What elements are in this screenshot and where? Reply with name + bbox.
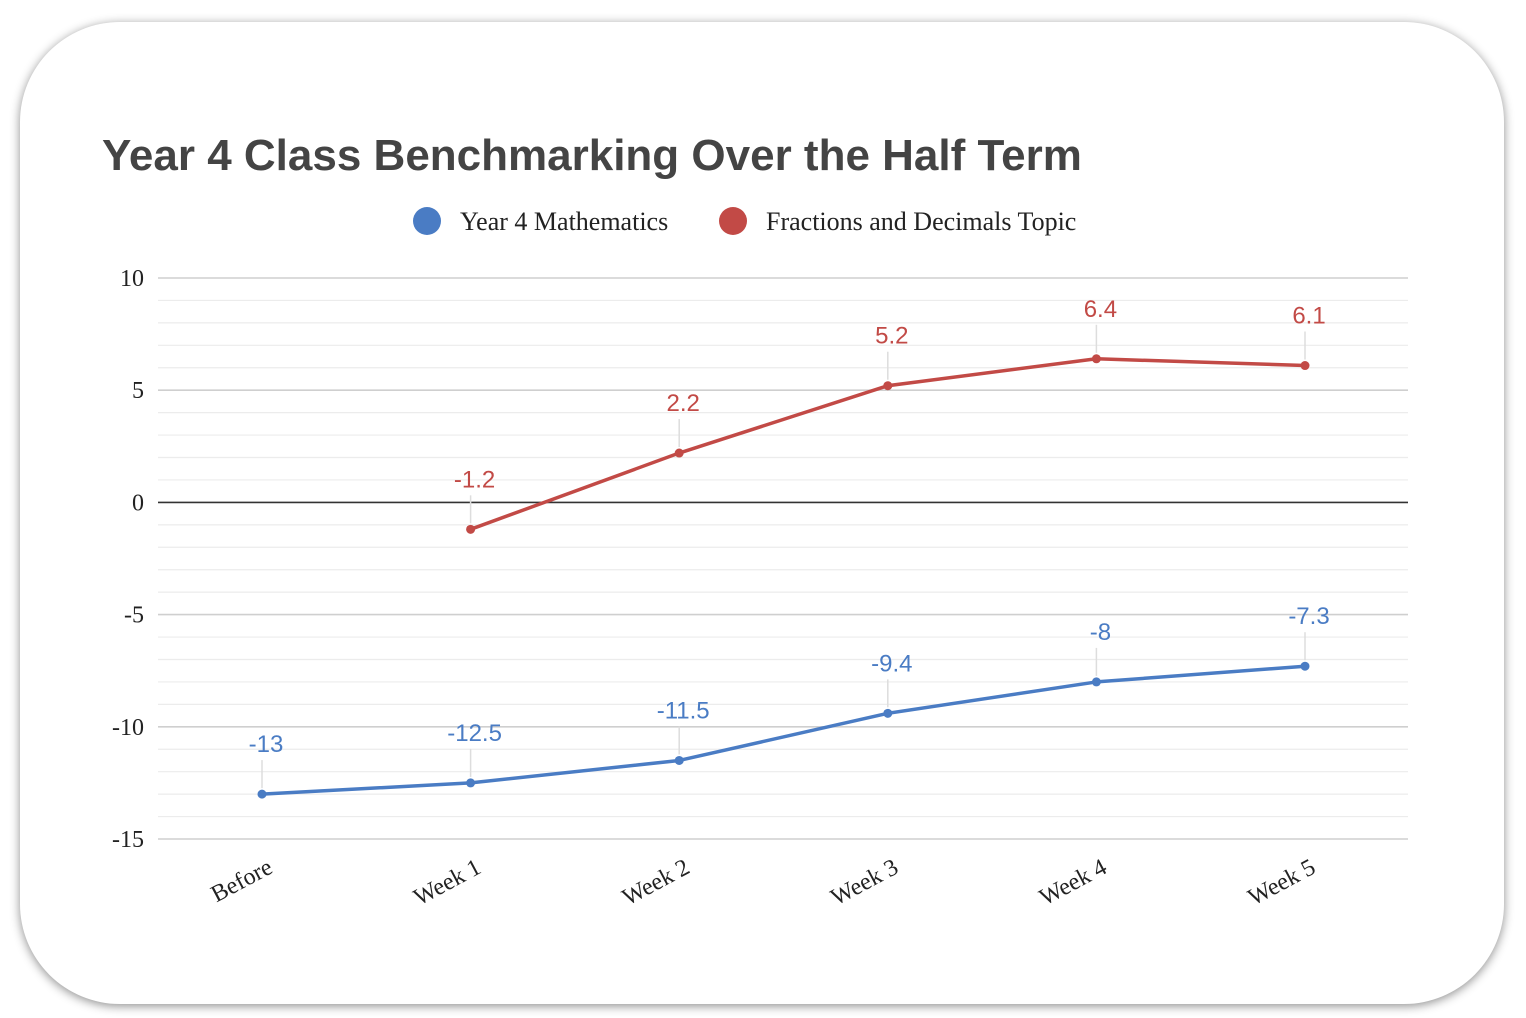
data-point — [466, 524, 476, 534]
legend: Year 4 Mathematics Fractions and Decimal… — [413, 207, 1076, 236]
data-point — [257, 789, 267, 799]
y-tick-label: -10 — [112, 715, 144, 741]
x-tick-label: Week 1 — [410, 854, 486, 911]
x-tick-label: Week 2 — [618, 854, 694, 911]
data-point — [1300, 361, 1310, 371]
series-group: -13 -12.5 -11.5 -9.4 -8 -7.3 -1.2 2.2 5.2 6.4 6.1 — [249, 296, 1330, 799]
chart-card — [20, 22, 1504, 1004]
series-line — [261, 664, 1306, 796]
data-point — [1300, 661, 1310, 671]
data-point — [883, 381, 893, 391]
y-tick-label: -5 — [124, 603, 144, 629]
data-point — [1091, 677, 1101, 687]
data-point — [883, 708, 893, 718]
series-1: -1.2 2.2 5.2 6.4 6.1 — [454, 296, 1326, 534]
x-tick-label: Before — [207, 854, 277, 908]
data-label: 6.4 — [1084, 296, 1117, 323]
y-tick-label: 5 — [132, 378, 144, 404]
x-tick-label: Week 3 — [827, 854, 903, 911]
legend-marker-fractions — [719, 207, 747, 235]
data-label: 6.1 — [1292, 303, 1325, 330]
data-point — [466, 778, 476, 788]
data-point — [674, 755, 684, 765]
gridlines — [158, 277, 1408, 840]
series-0: -13 -12.5 -11.5 -9.4 -8 -7.3 — [249, 603, 1330, 799]
chart-title: Year 4 Class Benchmarking Over the Half … — [102, 131, 1082, 180]
y-tick-label: 10 — [120, 266, 144, 292]
data-point — [674, 448, 684, 458]
y-tick-label: 0 — [132, 490, 144, 516]
data-label: -13 — [249, 731, 284, 758]
y-tick-label: -15 — [112, 827, 144, 853]
data-label: -12.5 — [447, 720, 502, 747]
legend-label-math: Year 4 Mathematics — [460, 207, 668, 236]
x-axis: Before Week 1 Week 2 Week 3 Week 4 Week 5 — [207, 854, 1320, 911]
data-point — [1091, 354, 1101, 364]
x-tick-label: Week 4 — [1035, 854, 1111, 911]
data-label: -1.2 — [454, 466, 495, 493]
legend-marker-math — [413, 207, 441, 235]
data-label: -11.5 — [657, 697, 710, 724]
x-tick-label: Week 5 — [1244, 854, 1320, 911]
data-label: 2.2 — [667, 390, 700, 417]
data-label: -8 — [1090, 619, 1111, 646]
legend-label-fractions: Fractions and Decimals Topic — [766, 207, 1076, 236]
data-label: 5.2 — [875, 323, 908, 350]
data-label: -7.3 — [1288, 603, 1329, 630]
y-axis: 10 5 0 -5 -10 -15 — [112, 266, 144, 853]
data-label: -9.4 — [871, 650, 912, 677]
